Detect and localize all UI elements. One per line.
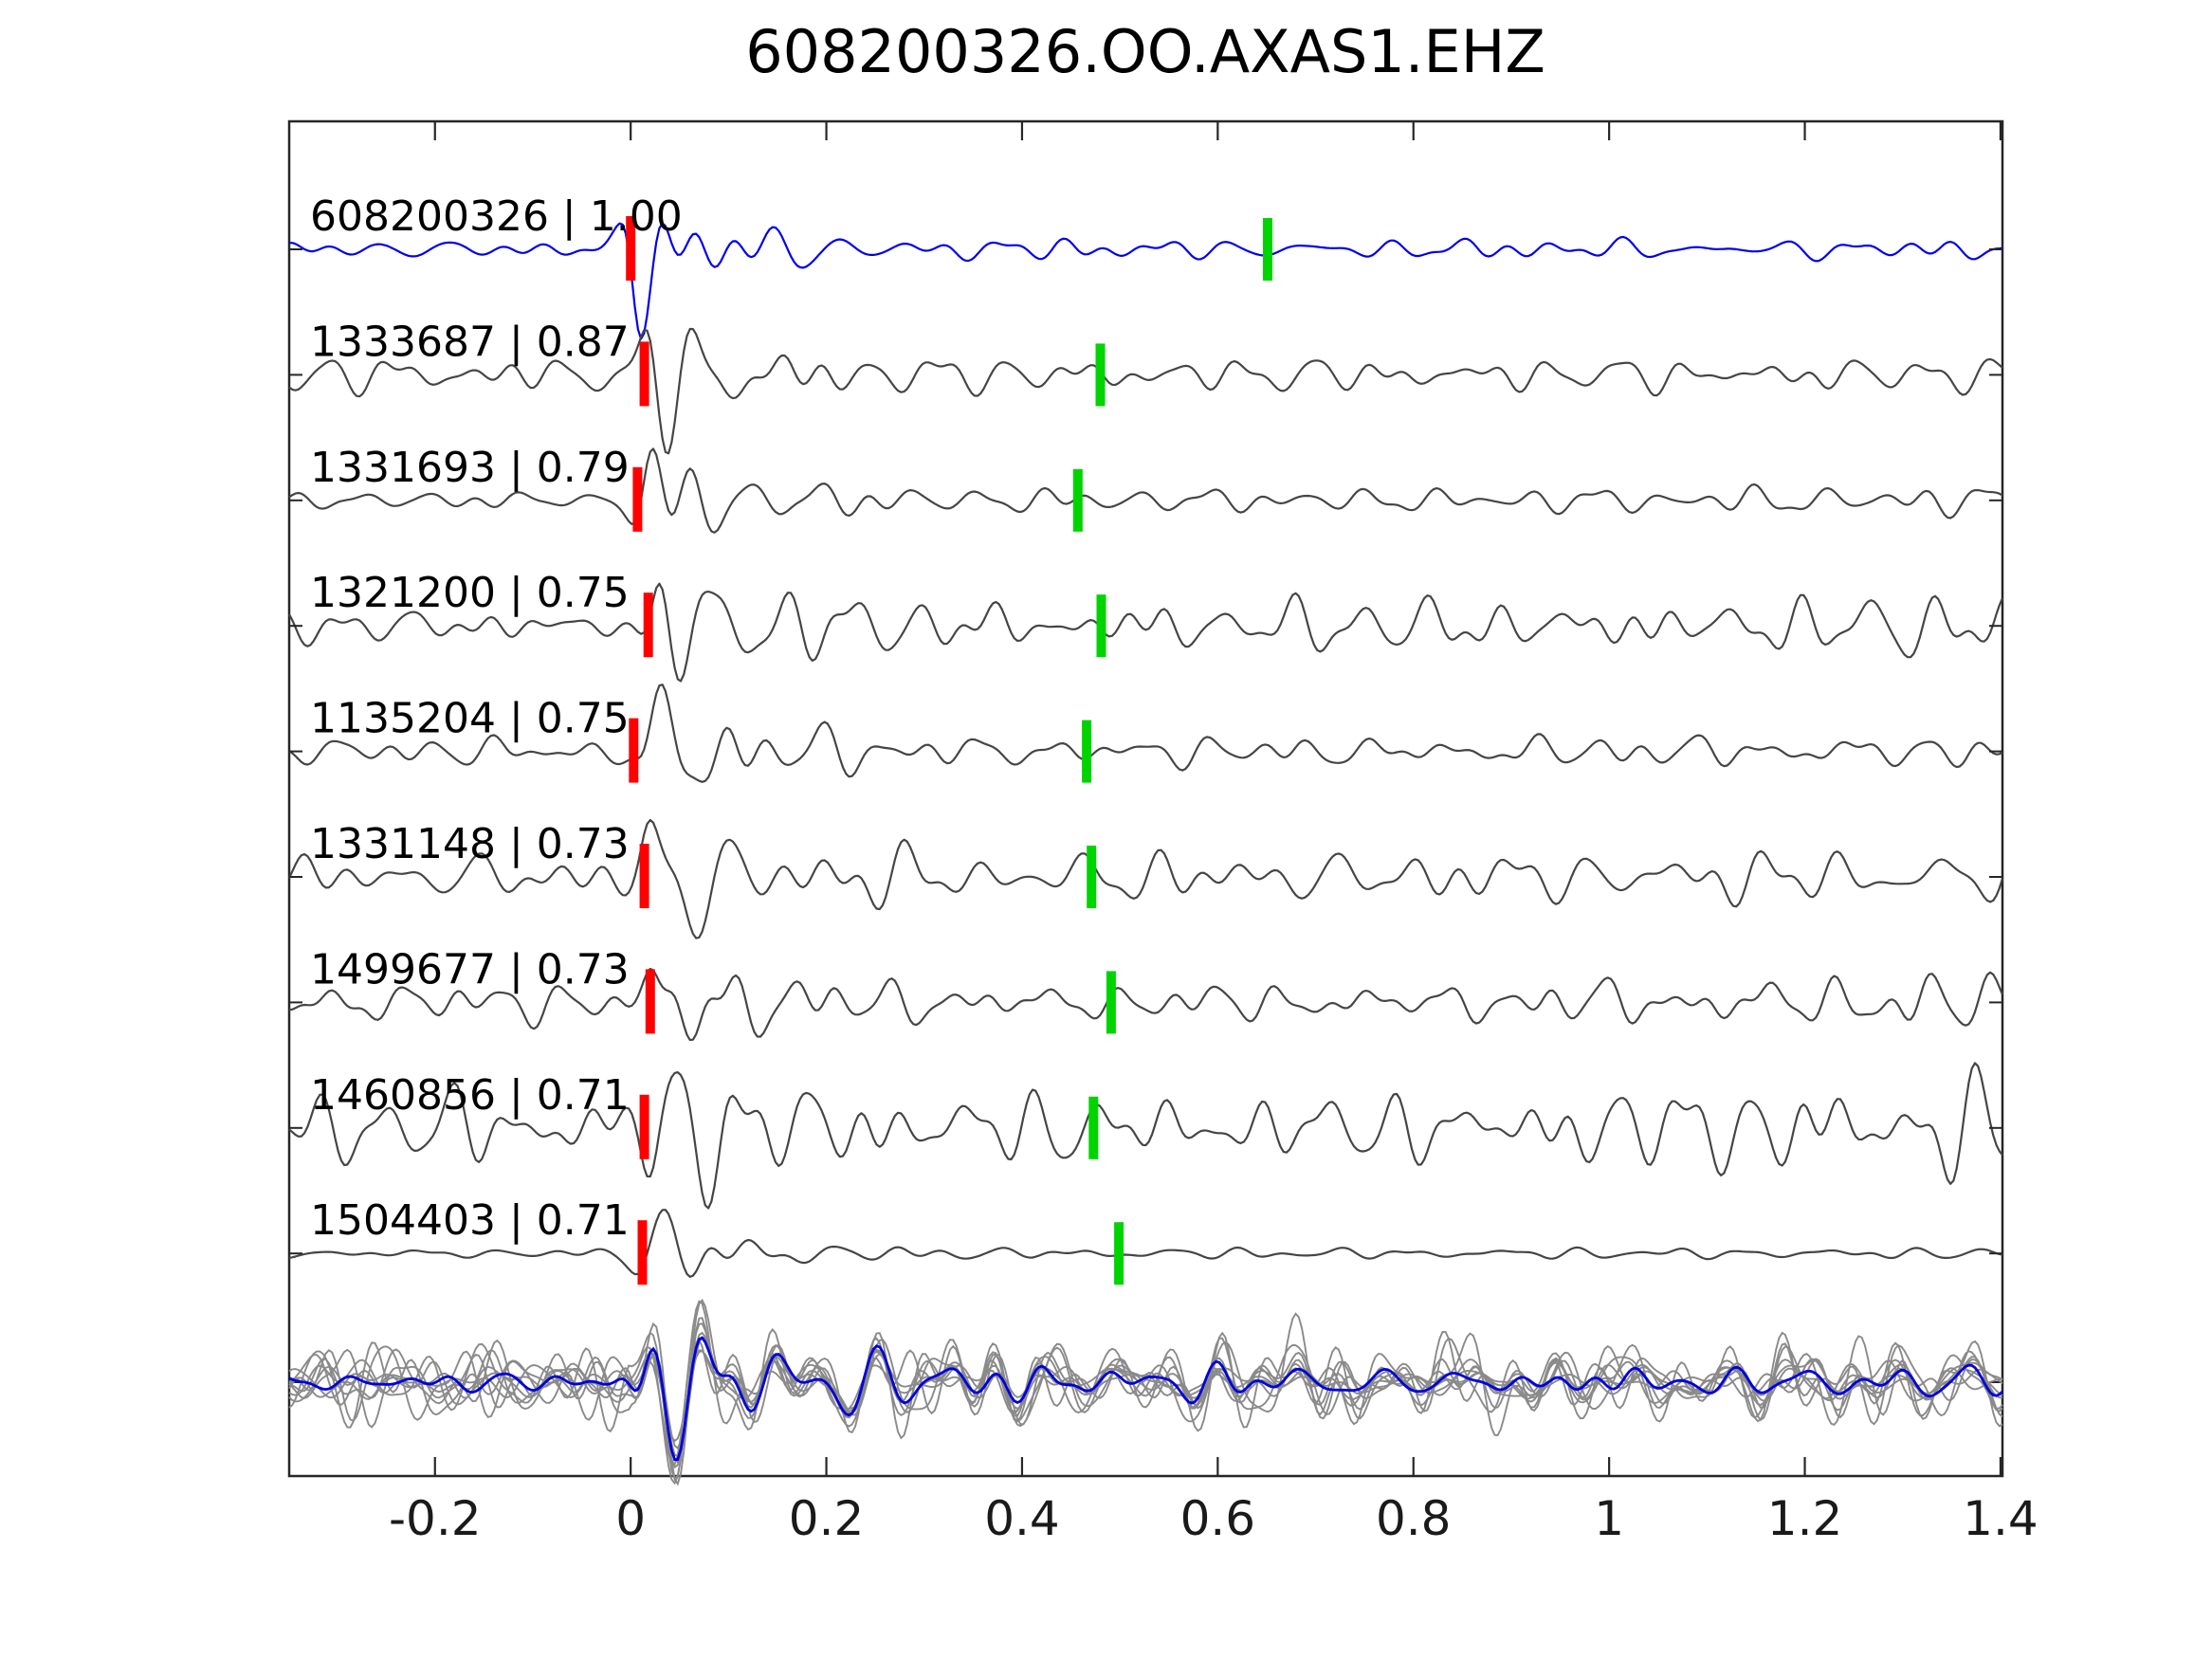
x-tick-label: -0.2 [389,1491,482,1546]
trace-row-1321200: 1321200 | 0.75 [288,569,2004,683]
overlay-gray-trace [288,1331,2003,1482]
trace-row-1460856: 1460856 | 0.71 [288,1062,2003,1210]
x-tick-label: 1 [1594,1491,1624,1546]
plot-border [287,119,2004,1478]
trace-row-1135204: 1135204 | 0.75 [288,684,2003,783]
green-pick-marker [1106,971,1116,1034]
trace-row-1333687: 1333687 | 0.87 [288,318,2003,455]
trace-row-1331148: 1331148 | 0.73 [288,818,2004,939]
red-pick-marker [626,216,636,281]
x-tick-label: 0.4 [984,1491,1060,1546]
overlay-gray-trace [288,1317,2003,1486]
waveform-trace-608200326 [289,222,2003,340]
red-pick-marker [637,1220,648,1285]
x-tick-label: 1.2 [1767,1491,1843,1546]
green-pick-marker [1072,468,1083,532]
x-tick-label: 0.2 [789,1491,865,1546]
trace-label: 1135204 | 0.75 [310,695,630,743]
red-pick-marker [629,718,639,783]
waveform-trace-1460856 [288,1062,2003,1210]
green-pick-marker [1095,343,1106,407]
trace-label: 1331693 | 0.79 [310,444,630,492]
waveform-trace-1135204 [288,684,2003,783]
waveform-trace-1331693 [288,447,2003,534]
red-pick-marker [645,969,655,1034]
trace-label: 1331148 | 0.73 [310,820,630,868]
red-pick-marker [632,466,643,532]
green-pick-marker [1263,218,1272,281]
x-tick-label: 1.4 [1963,1491,2038,1546]
green-pick-marker [1114,1222,1124,1285]
x-tick-label: 0.8 [1376,1491,1452,1546]
trace-label: 1333687 | 0.87 [310,318,630,366]
trace-row-1331693: 1331693 | 0.79 [288,444,2003,534]
x-tick-label: 0 [615,1491,646,1546]
waveform-trace-1333687 [288,327,2003,455]
waveform-trace-1499677 [288,967,2004,1042]
trace-label: 1499677 | 0.73 [310,945,630,994]
trace-label: 1504403 | 0.71 [310,1196,630,1245]
trace-row-1504403: 1504403 | 0.71 [288,1196,2003,1285]
axes-area: -0.2 0 0.2 0.4 0.6 0.8 1 1.2 1.4 608200326 | 1.00… [287,119,2038,1546]
x-tick-label: 0.6 [1180,1491,1256,1546]
trace-row-1499677: 1499677 | 0.73 [288,945,2004,1042]
green-pick-marker [1088,1096,1099,1159]
red-pick-marker [639,1094,649,1159]
waveform-trace-1331148 [288,818,2004,939]
red-pick-marker [643,592,653,658]
trace-label: 1460856 | 0.71 [310,1071,630,1120]
trace-label: 608200326 | 1.00 [310,192,683,241]
green-pick-marker [1082,720,1092,783]
figure-title: 608200326.OO.AXAS1.EHZ [745,17,1545,86]
trace-label: 1321200 | 0.75 [310,569,630,617]
green-pick-marker [1096,594,1106,658]
red-pick-marker [639,341,649,407]
trace-row-608200326: 608200326 | 1.00 [289,192,2003,340]
green-pick-marker [1087,846,1097,908]
red-pick-marker [639,844,649,908]
waveform-trace-1504403 [288,1209,2003,1278]
overlay-stack-trace [288,1336,2003,1462]
waveform-trace-1321200 [288,582,2004,683]
